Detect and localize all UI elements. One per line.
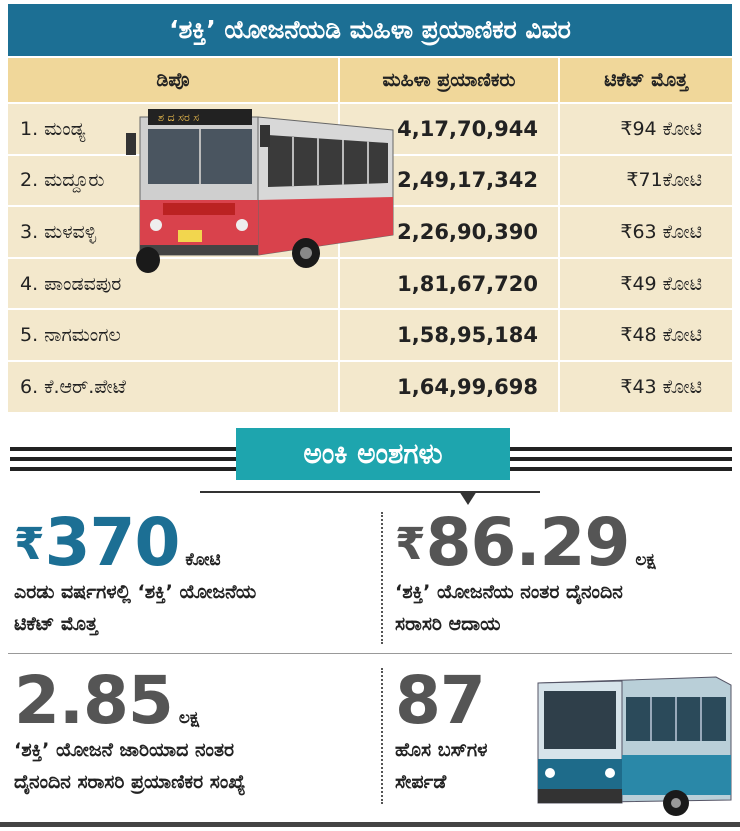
ticket-amount: ₹48 ಕೋಟಿ (620, 324, 702, 347)
column-divider (381, 512, 383, 644)
header-amount: ಟಿಕೆಟ್ ಮೊತ್ತ (604, 69, 688, 91)
passenger-count: 1,81,67,720 (397, 271, 538, 296)
passenger-count: 4,17,70,944 (397, 116, 538, 141)
table-row: 6. ಕೆ.ಆರ್.ಪೇಟೆ 1,64,99,698 ₹43 ಕೋಟಿ (8, 361, 732, 414)
passenger-count: 2,26,90,390 (397, 219, 538, 244)
table-row: 5. ನಾಗಮಂಗಲ 1,58,95,184 ₹48 ಕೋಟಿ (8, 310, 732, 362)
table-row: 4. ಪಾಂಡವಪುರ 1,81,67,720 ₹49 ಕೋಟಿ (8, 258, 732, 311)
rupee-symbol: ₹ (395, 519, 426, 570)
stat-desc-line1: ಎರಡು ವರ್ಷಗಳಲ್ಲಿ ‘ಶಕ್ತಿ’ ಯೋಜನೆಯ (14, 581, 257, 603)
header-depot: ಡಿಪೊ (156, 69, 190, 91)
stat-desc-line2: ಸೇರ್ಪಡೆ (395, 771, 447, 793)
ticket-amount: ₹71ಕೋಟಿ (626, 169, 702, 192)
bottom-rule (0, 822, 740, 827)
depot-name: 2. ಮದ್ದೂರು (20, 169, 105, 192)
depot-name: 6. ಕೆ.ಆರ್.ಪೇಟೆ (20, 375, 126, 398)
stat-unit: ಲಕ್ಷ (178, 708, 200, 728)
table-header-row: ಡಿಪೊ ಮಹಿಳಾ ಪ್ರಯಾಣಿಕರು ಟಿಕೆಟ್ ಮೊತ್ತ (8, 58, 732, 104)
ticket-amount: ₹63 ಕೋಟಿ (620, 220, 702, 243)
section-pointer (459, 491, 477, 505)
stat-value: 86.29 (425, 504, 631, 581)
ticket-amount: ₹49 ಕೋಟಿ (620, 272, 702, 295)
stat-unit: ಕೋಟಿ (185, 550, 221, 570)
passenger-count: 1,64,99,698 (397, 374, 538, 399)
stat-desc-line2: ಟಿಕೆಟ್ ಮೊತ್ತ (14, 613, 98, 635)
bus-destination-sign: ಶ ದ ಸರ ಸ (158, 111, 199, 124)
stat-value: 2.85 (14, 662, 174, 739)
stat-value: 370 (44, 504, 181, 581)
stat-desc-line2: ಸರಾಸರಿ ಆದಾಯ (395, 613, 501, 635)
section-stripes-left (10, 445, 236, 475)
depot-table: ಡಿಪೊ ಮಹಿಳಾ ಪ್ರಯಾಣಿಕರು ಟಿಕೆಟ್ ಮೊತ್ತ 1. ಮಂ… (8, 58, 732, 414)
depot-name: 4. ಪಾಂಡವಪುರ (20, 272, 122, 295)
stat-desc-line1: ಹೊಸ ಬಸ್‌ಗಳ (395, 739, 488, 761)
column-divider (381, 668, 383, 804)
ticket-amount: ₹43 ಕೋಟಿ (620, 375, 702, 398)
stat-daily-revenue: ₹86.29 ಲಕ್ಷ ‘ಶಕ್ತಿ’ ಯೋಜನೆಯ ನಂತರ ದೈನಂದಿನ ಸ… (395, 510, 656, 640)
stat-desc-line1: ‘ಶಕ್ತಿ’ ಯೋಜನೆ ಜಾರಿಯಾದ ನಂತರ (14, 739, 235, 761)
ksrtc-bus-image: ಶ ದ ಸರ ಸ (126, 109, 394, 273)
stat-value: 87 (395, 662, 486, 739)
electric-bus-image (537, 676, 732, 816)
section-stripes-right (510, 445, 732, 475)
stat-ticket-total: ₹370 ಕೋಟಿ ಎರಡು ವರ್ಷಗಳಲ್ಲಿ ‘ಶಕ್ತಿ’ ಯೋಜನೆಯ … (14, 510, 256, 640)
rupee-symbol: ₹ (14, 519, 45, 570)
section-title: ಅಂಕಿ ಅಂಶಗಳು (236, 428, 510, 480)
stat-desc-line2: ದೈನಂದಿನ ಸರಾಸರಿ ಪ್ರಯಾಣಿಕರ ಸಂಖ್ಯೆ (14, 771, 246, 793)
page-title: ‘ಶಕ್ತಿ’ ಯೋಜನೆಯಡಿ ಮಹಿಳಾ ಪ್ರಯಾಣಿಕರ ವಿವರ (8, 4, 732, 56)
section-underline (200, 491, 540, 493)
passenger-count: 1,58,95,184 (397, 323, 538, 348)
depot-name: 3. ಮಳವಳ್ಳಿ (20, 220, 97, 243)
ticket-amount: ₹94 ಕೋಟಿ (620, 117, 702, 140)
stat-new-buses: 87 ಹೊಸ ಬಸ್‌ಗಳ ಸೇರ್ಪಡೆ (395, 668, 487, 798)
stat-desc-line1: ‘ಶಕ್ತಿ’ ಯೋಜನೆಯ ನಂತರ ದೈನಂದಿನ (395, 581, 623, 603)
depot-name: 1. ಮಂಡ್ಯ (20, 117, 86, 140)
passenger-count: 2,49,17,342 (397, 168, 538, 193)
row-divider (8, 653, 732, 654)
stat-unit: ಲಕ್ಷ (635, 550, 656, 570)
depot-name: 5. ನಾಗಮಂಗಲ (20, 324, 121, 347)
header-passengers: ಮಹಿಳಾ ಪ್ರಯಾಣಿಕರು (382, 69, 516, 91)
stat-daily-passengers: 2.85 ಲಕ್ಷ ‘ಶಕ್ತಿ’ ಯೋಜನೆ ಜಾರಿಯಾದ ನಂತರ ದೈನಂ… (14, 668, 246, 798)
